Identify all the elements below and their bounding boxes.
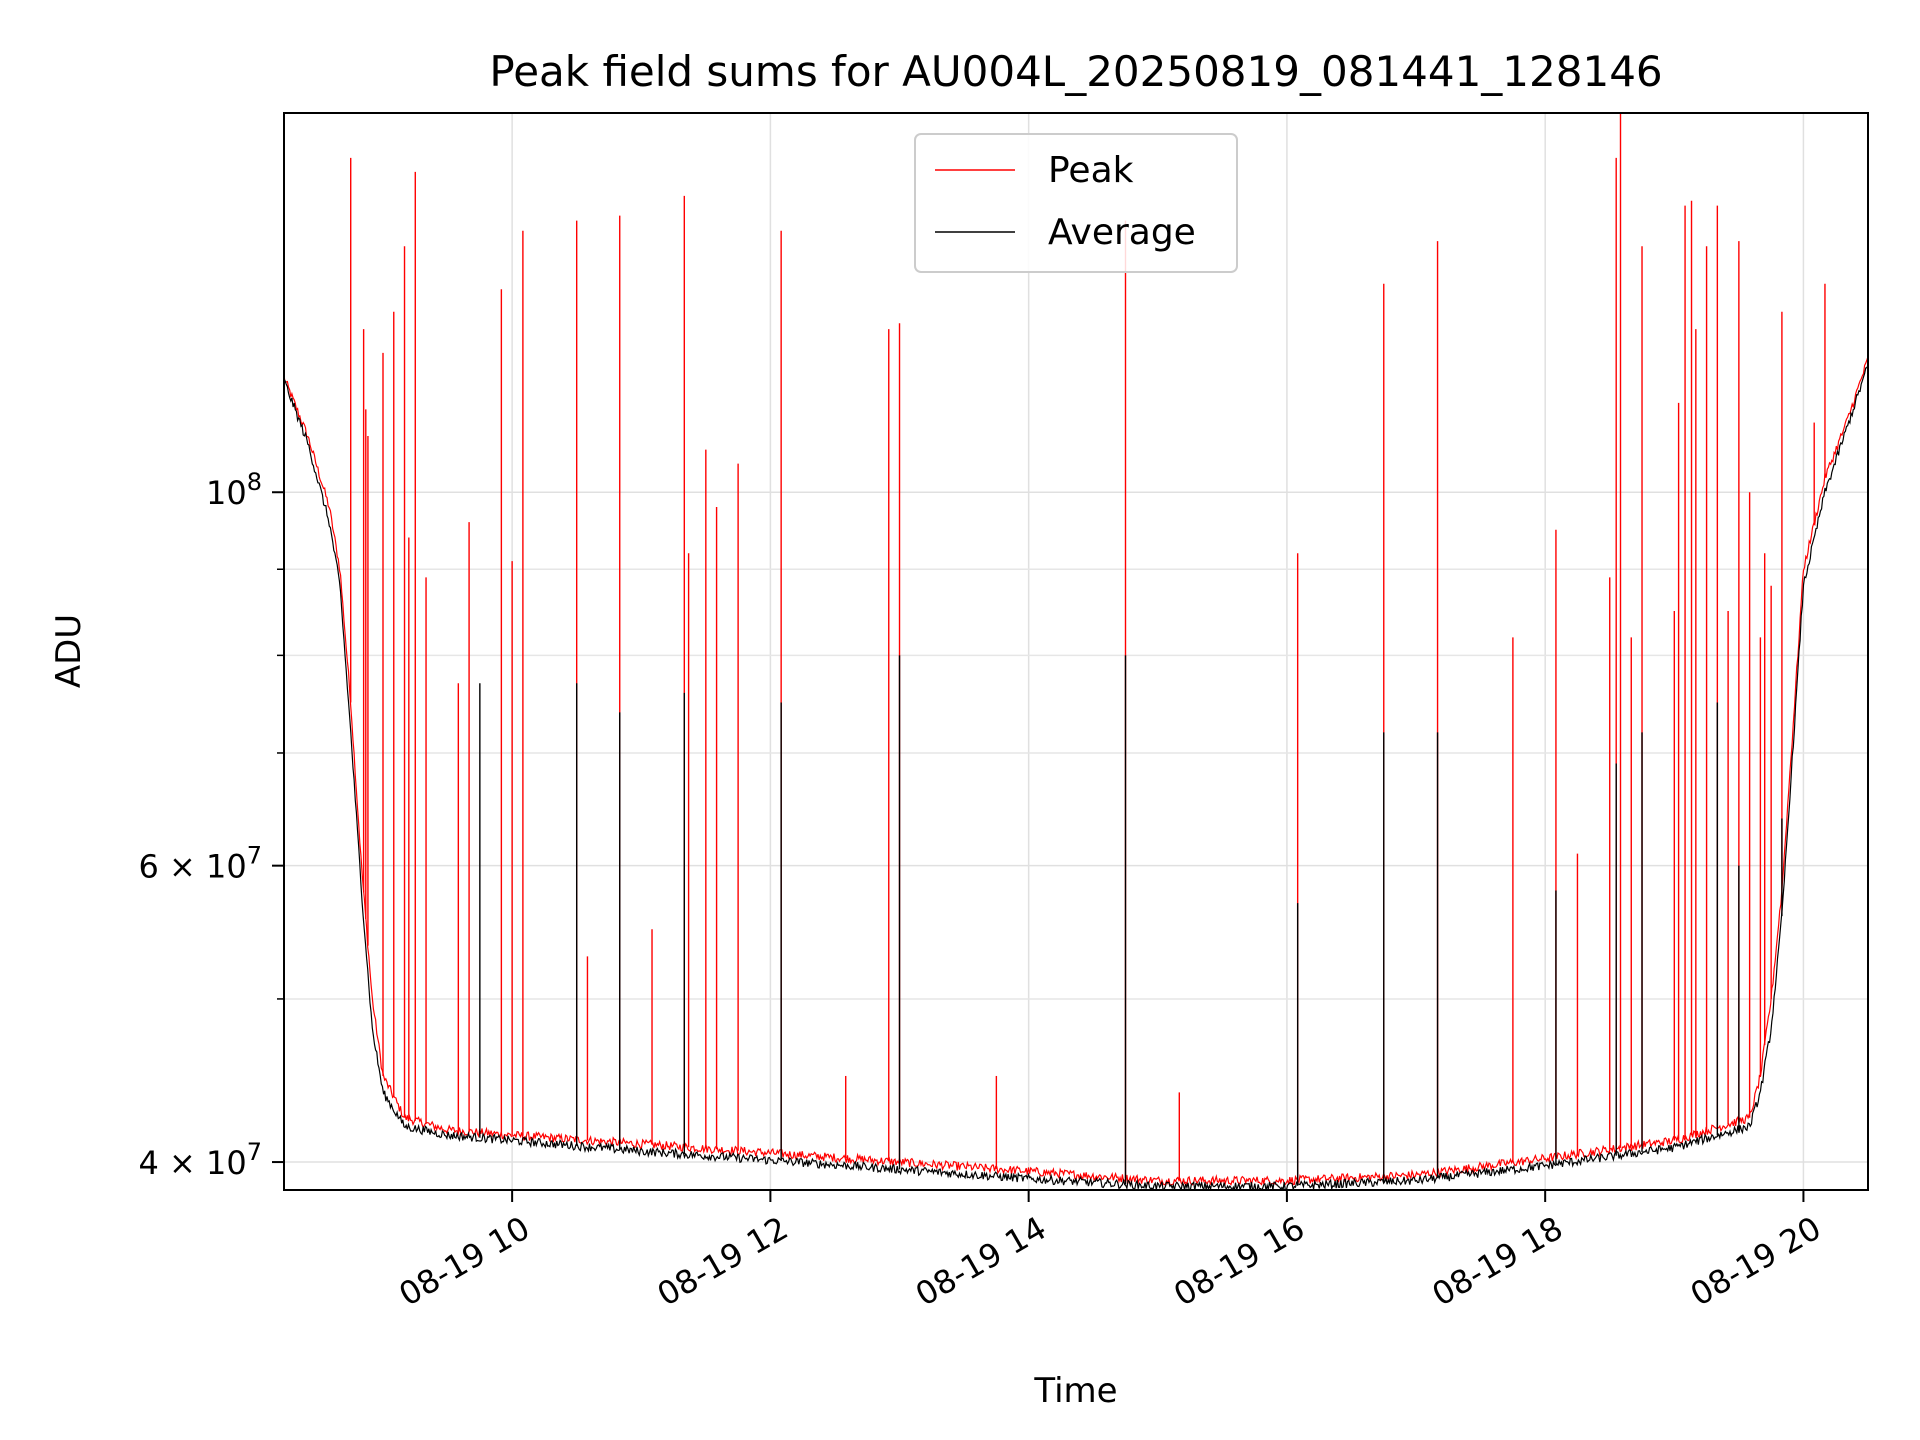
chart-title: Peak field sums for AU004L_20250819_0814… (489, 47, 1662, 96)
y-tick-label: 108 (206, 468, 262, 512)
legend-peak-label: Peak (1048, 150, 1134, 191)
y-tick-label: 6 × 107 (138, 842, 262, 886)
plot-frame (283, 112, 1869, 1191)
y-axis-label: ADU (49, 614, 89, 688)
series-average (284, 364, 1868, 1190)
series-line (284, 364, 1868, 1190)
legend-average-label: Average (1048, 212, 1196, 253)
x-axis-label: Time (1033, 1371, 1117, 1411)
grid (284, 113, 1868, 1190)
legend-box (914, 133, 1238, 273)
legend: Peak Average (914, 133, 1238, 273)
series-layer (284, 113, 1868, 1190)
y-tick-label: 4 × 107 (138, 1138, 262, 1182)
